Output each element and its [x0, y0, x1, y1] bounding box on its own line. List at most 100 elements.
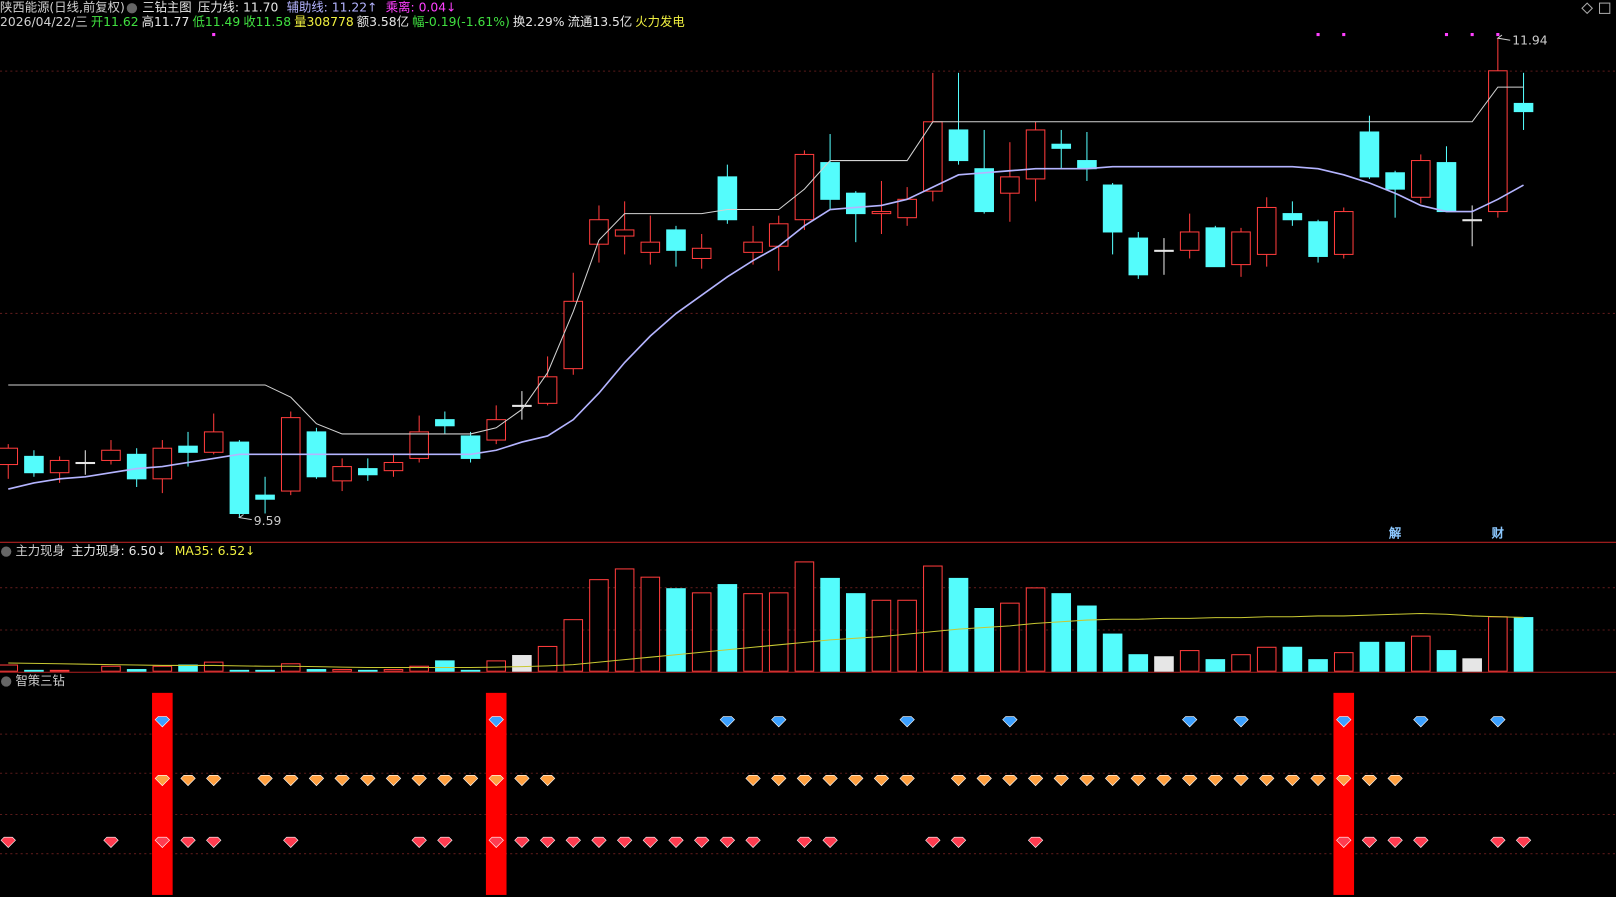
diamond-signal — [488, 775, 504, 787]
candle-body — [435, 419, 455, 427]
candle-body — [1205, 227, 1226, 268]
diamond-signal — [1413, 836, 1429, 848]
diamond-signal — [206, 836, 222, 848]
diamond-signal — [873, 775, 890, 787]
indicator-bar — [1411, 635, 1431, 672]
quote-item: 开11.62 — [91, 15, 139, 29]
diamond-signal — [437, 836, 453, 848]
diamond-signal — [1207, 775, 1223, 787]
indicator-bar — [1128, 654, 1149, 672]
diamond-signal — [771, 775, 787, 787]
candle-body — [537, 376, 558, 404]
diamond-signal — [899, 716, 915, 728]
diamond-signal — [154, 836, 170, 848]
indicator-bar — [486, 660, 507, 672]
candle-body — [1411, 160, 1431, 198]
diamond-signal — [462, 775, 479, 787]
diamond-signal — [1053, 775, 1069, 787]
diamond-signal — [796, 775, 813, 787]
indicator-bar — [1000, 602, 1020, 672]
indicator-bar — [1436, 650, 1457, 672]
diamond-signal — [1027, 775, 1044, 787]
diamond-signal — [1387, 775, 1403, 787]
candle-body — [589, 219, 609, 245]
indicator-bar — [460, 669, 481, 672]
diamond-signal — [1361, 836, 1378, 848]
candle-body — [1025, 129, 1046, 180]
indicator-bar — [563, 619, 584, 672]
candle-body — [948, 129, 969, 162]
diamond-signal — [1182, 716, 1198, 728]
indicator-bar — [1385, 641, 1405, 672]
diamond-signal — [719, 836, 736, 848]
diamond-signal — [796, 836, 813, 848]
candle-body — [1488, 70, 1508, 213]
indicator-line — [8, 86, 1524, 435]
ma-line — [8, 612, 1524, 669]
indicator-bar — [332, 669, 352, 672]
diamond-signal — [925, 836, 941, 848]
diamond-signal — [539, 775, 556, 787]
label-arrow — [1496, 34, 1511, 41]
diamond-signal — [694, 836, 710, 848]
window-button[interactable] — [1598, 2, 1611, 14]
indicator-bar — [101, 665, 121, 672]
indicator-bar — [974, 608, 994, 672]
quote-item: 幅-0.19(-1.61%) — [412, 14, 510, 29]
indicator-bar — [1179, 650, 1200, 672]
diamond-signal — [1336, 716, 1352, 728]
indicator-bar — [1513, 617, 1534, 672]
diamond-signal — [206, 775, 222, 787]
menu-icon[interactable] — [126, 3, 138, 14]
candle-body — [332, 466, 352, 482]
diamond-signal — [385, 775, 402, 787]
candle-body — [1308, 221, 1328, 257]
diamond-signal — [1233, 775, 1249, 787]
quote-item: 收11.58 — [243, 15, 291, 29]
indicator-name: 三钻主图 — [142, 0, 191, 15]
quote-item: 低11.49 — [193, 15, 241, 29]
candle-body — [640, 241, 661, 253]
candle-body — [0, 447, 19, 466]
diamond-signal — [411, 775, 427, 787]
diamond-signal — [514, 775, 530, 787]
indicator-bar — [614, 568, 635, 672]
candle-body — [101, 449, 121, 461]
stock-title: 陕西能源(日线,前复权) — [0, 0, 125, 15]
indicator-bar — [948, 577, 969, 672]
diamond-signal — [283, 836, 299, 848]
diamond-signal — [1130, 775, 1146, 787]
candle-body — [1513, 102, 1534, 113]
indicator-bar — [589, 579, 609, 672]
indicator-bar — [640, 576, 661, 672]
window-button[interactable] — [1581, 2, 1594, 15]
diamond-signal — [1156, 775, 1172, 787]
candle-body — [1231, 231, 1251, 266]
indicator-bar — [1051, 593, 1072, 672]
diamond-signal — [1002, 716, 1018, 728]
quote-item: 高11.77 — [142, 14, 190, 29]
diamond-signal — [1079, 775, 1095, 787]
label-arrow — [238, 514, 252, 521]
menu-icon[interactable] — [1, 546, 12, 557]
menu-icon[interactable] — [1, 676, 12, 687]
event-marker: 财 — [1491, 526, 1505, 541]
panel-title: 智策三钻 — [15, 673, 64, 688]
signal-dot — [1342, 32, 1346, 37]
candle-body — [768, 223, 789, 247]
candle-body — [358, 468, 378, 476]
header-value: 辅助线: 11.22↑ — [287, 1, 378, 15]
candle-body — [75, 461, 96, 465]
indicator-bar — [1308, 659, 1328, 672]
candle-body — [1256, 206, 1277, 255]
indicator-bar — [768, 592, 789, 672]
candle-body — [255, 494, 275, 500]
signal-dot — [212, 32, 216, 37]
diamond-signal — [745, 775, 761, 787]
candle-body — [512, 404, 532, 407]
chart-layer: 11.94 9.59 解 财 — [0, 32, 1548, 895]
candle-body — [24, 455, 44, 474]
quote-item: 火力发电 — [635, 14, 684, 29]
